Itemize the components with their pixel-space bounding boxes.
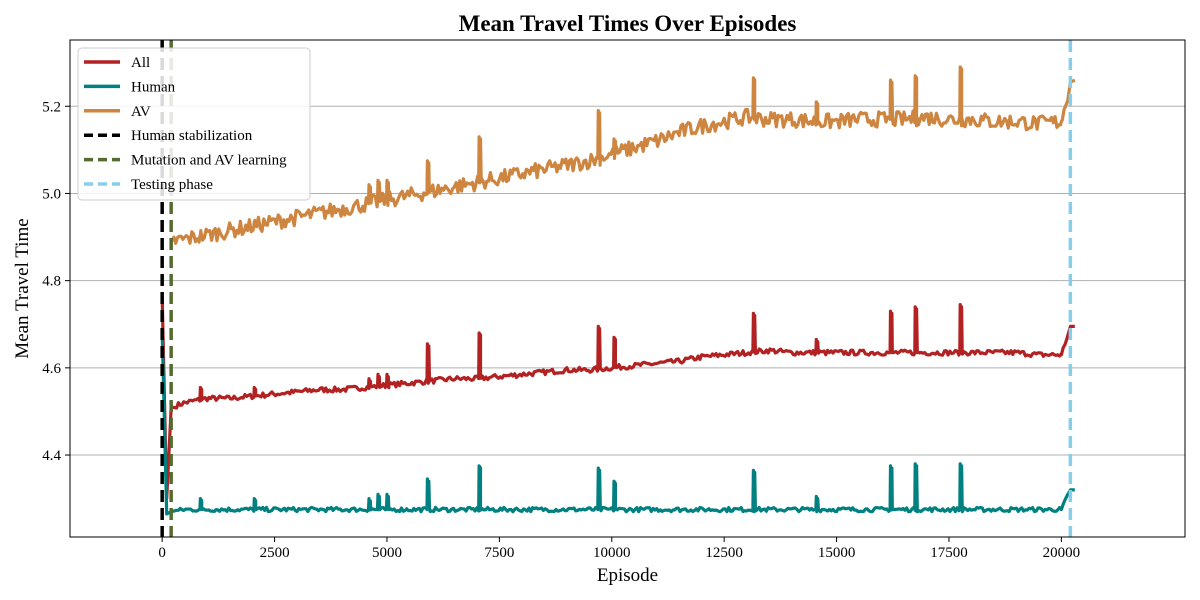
x-tick-label: 5000 [372, 545, 402, 561]
x-tick-label: 2500 [260, 545, 290, 561]
legend-label: Human stabilization [131, 128, 253, 144]
y-tick-label: 4.6 [42, 361, 61, 377]
legend-label: All [131, 55, 150, 71]
x-tick-label: 10000 [593, 545, 631, 561]
legend-label: Mutation and AV learning [131, 153, 287, 169]
chart-title: Mean Travel Times Over Episodes [459, 11, 797, 36]
x-tick-label: 15000 [818, 545, 856, 561]
y-tick-label: 4.8 [42, 274, 61, 290]
y-tick-label: 4.4 [42, 448, 61, 464]
series-human-line [160, 332, 1075, 516]
legend-box [77, 47, 311, 201]
x-tick-label: 7500 [484, 545, 514, 561]
y-tick-label: 5.0 [42, 186, 61, 202]
plot-frame [69, 39, 1186, 538]
series-all-line [160, 298, 1075, 501]
x-tick-label: 12500 [705, 545, 743, 561]
x-tick-label: 20000 [1043, 545, 1081, 561]
y-tick-label: 5.2 [42, 99, 61, 115]
x-axis-label: Episode [597, 565, 658, 586]
y-axis-label: Mean Travel Time [12, 218, 33, 358]
series-av-line [169, 65, 1076, 245]
x-tick-label: 0 [158, 545, 166, 561]
legend-label: Testing phase [131, 177, 213, 193]
legend-label: AV [131, 104, 151, 120]
x-tick-label: 17500 [930, 545, 968, 561]
legend-label: Human [131, 79, 176, 95]
legend: All Human AV Human stabilization Mutation an… [77, 47, 311, 201]
